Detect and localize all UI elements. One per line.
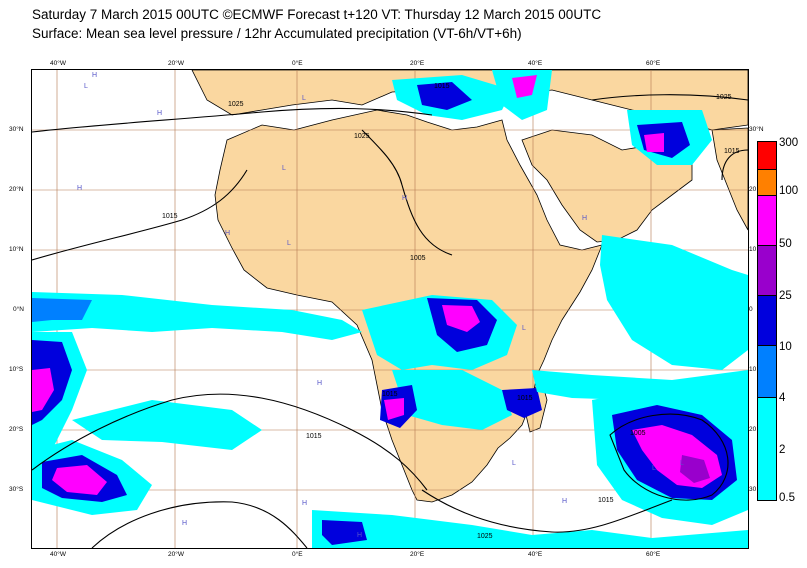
lat-label-right: 10: [749, 246, 757, 253]
isobar-label: 1015: [434, 83, 450, 90]
isobar-labels: 1025 1015 1025 1015 1005 1015 1015 1015 …: [162, 83, 740, 540]
legend-swatch: [757, 345, 777, 399]
pressure-mark: H: [562, 498, 567, 505]
precip-area: [417, 82, 472, 110]
lat-label-right: 0: [749, 306, 753, 313]
map-title: Saturday 7 March 2015 00UTC ©ECMWF Forec…: [32, 7, 602, 22]
precip-area: [502, 388, 542, 418]
pressure-mark: H: [157, 110, 162, 117]
pressure-mark: L: [680, 460, 684, 467]
lat-label-right: 30°N: [749, 126, 764, 133]
legend-label: 4: [779, 392, 786, 404]
isobars: [32, 94, 748, 548]
precip-area: [72, 400, 262, 450]
isobar-label: 1025: [477, 533, 493, 540]
pressure-mark: L: [287, 240, 291, 247]
precip-area: [384, 398, 404, 420]
pressure-mark: L: [522, 325, 526, 332]
pressure-mark: L: [282, 165, 286, 172]
pressure-mark: H: [77, 185, 82, 192]
legend-label: 25: [779, 290, 792, 302]
lon-label-bottom: 20°E: [410, 551, 425, 558]
precip-area: [312, 510, 748, 548]
map-subtitle: Surface: Mean sea level pressure / 12hr …: [32, 26, 522, 41]
legend-swatch: [757, 169, 777, 197]
lon-label-top: 20°W: [168, 60, 184, 67]
isobar-label: 1015: [724, 148, 740, 155]
legend-label: 100: [779, 185, 799, 197]
precip-area: [32, 292, 362, 340]
lon-label-bottom: 40°W: [50, 551, 66, 558]
precip-area: [512, 75, 537, 98]
pressure-mark: H: [182, 520, 187, 527]
isobar-label: 1015: [598, 497, 614, 504]
isobar-label: 1005: [630, 430, 646, 437]
legend-label: 10: [779, 341, 792, 353]
lat-label-right: 30: [749, 486, 757, 493]
legend-label: 50: [779, 238, 792, 250]
lat-label-left: 20°S: [9, 426, 24, 433]
lat-label-right: 20: [749, 186, 757, 193]
lat-label-left: 10°N: [9, 246, 24, 253]
lon-label-bottom: 0°E: [292, 551, 303, 558]
lat-label-left: 20°N: [9, 186, 24, 193]
weather-map: 1025 1015 1025 1015 1005 1015 1015 1015 …: [31, 69, 749, 549]
isobar-label: 1015: [162, 213, 178, 220]
legend-swatch: [757, 195, 777, 247]
isobar-label: 1025: [716, 94, 732, 101]
pressure-mark: H: [357, 532, 362, 539]
lat-label-left: 0°N: [13, 306, 24, 313]
lon-label-bottom: 20°W: [168, 551, 184, 558]
isobar-label: 1015: [382, 391, 398, 398]
lon-label-bottom: 60°E: [646, 551, 661, 558]
precip-area: [32, 368, 54, 412]
precip-area: [392, 370, 512, 430]
legend-swatch: [757, 295, 777, 347]
legend-label: 0.5: [779, 492, 795, 504]
legend-label: 2: [779, 444, 786, 456]
lon-label-top: 20°E: [410, 60, 425, 67]
isobar-label: 1025: [228, 101, 244, 108]
pressure-mark: H: [317, 380, 322, 387]
isobar-label: 1005: [410, 255, 426, 262]
india-land: [711, 127, 748, 231]
legend-swatch: [757, 397, 777, 501]
legend-swatch: [757, 141, 777, 171]
isobar-label: 1025: [354, 133, 370, 140]
pressure-mark: H: [402, 195, 407, 202]
lon-label-top: 0°E: [292, 60, 303, 67]
lat-label-right: 20: [749, 426, 757, 433]
precip-area: [52, 465, 107, 495]
map-canvas: 1025 1015 1025 1015 1005 1015 1015 1015 …: [32, 70, 748, 548]
pressure-mark: L: [652, 465, 656, 472]
precip-area: [322, 520, 367, 545]
lat-label-left: 30°N: [9, 126, 24, 133]
isobar-label: 1015: [517, 395, 533, 402]
precip-area: [442, 305, 480, 332]
pressure-mark: H: [302, 500, 307, 507]
lon-label-top: 40°W: [50, 60, 66, 67]
lon-label-top: 60°E: [646, 60, 661, 67]
pressure-mark: L: [302, 95, 306, 102]
isobar-label: 1015: [306, 433, 322, 440]
pressure-mark: L: [512, 460, 516, 467]
legend-label: 300: [779, 137, 799, 149]
lon-label-top: 40°E: [528, 60, 543, 67]
lat-label-right: 10: [749, 366, 757, 373]
precip-area: [680, 455, 710, 483]
lon-label-bottom: 40°E: [528, 551, 543, 558]
lat-label-left: 10°S: [9, 366, 24, 373]
precip-area: [32, 298, 92, 322]
pressure-markers: H L H L H H L H L H H L H L H H L H L: [77, 72, 684, 539]
pressure-mark: H: [582, 215, 587, 222]
pressure-mark: H: [92, 72, 97, 79]
pressure-mark: H: [225, 230, 230, 237]
precip-area: [600, 235, 748, 370]
lat-label-left: 30°S: [9, 486, 24, 493]
legend-swatch: [757, 245, 777, 297]
precip-area: [644, 133, 664, 152]
pressure-mark: L: [84, 83, 88, 90]
